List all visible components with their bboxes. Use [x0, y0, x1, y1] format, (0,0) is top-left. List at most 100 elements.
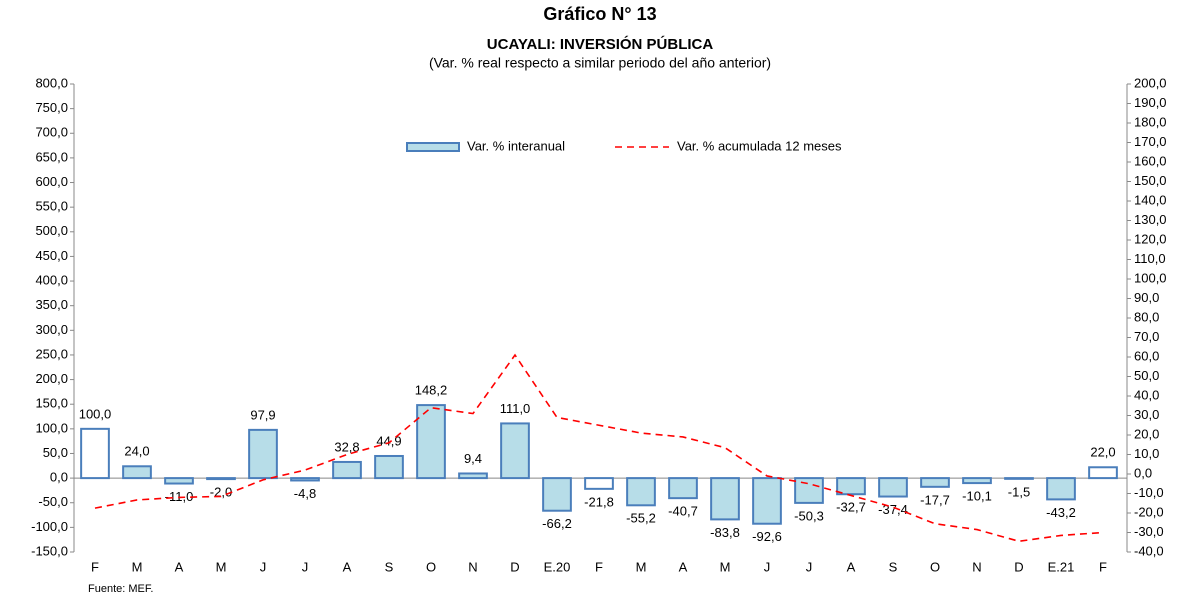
bar — [332, 460, 362, 480]
value-label: -21,8 — [584, 494, 614, 509]
y-tick-label: 600,0 — [35, 174, 68, 189]
x-tick-label: F — [595, 559, 603, 574]
y2-tick-label: 10,0 — [1134, 446, 1159, 461]
value-label: -2,0 — [210, 485, 232, 500]
y2-tick-label: 0,0 — [1134, 465, 1152, 480]
y-tick-label: 400,0 — [35, 272, 68, 287]
x-tick-label: J — [806, 559, 813, 574]
bar — [1088, 466, 1118, 480]
y-tick-label: 50,0 — [43, 445, 68, 460]
y2-tick-label: 120,0 — [1134, 231, 1167, 246]
value-label: 111,0 — [500, 401, 531, 416]
value-label: -10,1 — [962, 489, 992, 504]
y2-tick-label: -10,0 — [1134, 485, 1164, 500]
x-tick-label: M — [636, 559, 647, 574]
y-tick-label: 450,0 — [35, 248, 68, 263]
value-label: -43,2 — [1046, 505, 1076, 520]
x-tick-label: S — [385, 559, 394, 574]
line — [94, 353, 1104, 543]
bar — [542, 477, 572, 512]
x-tick-label: J — [260, 559, 267, 574]
y2-tick-label: 200,0 — [1134, 75, 1167, 90]
y-tick-label: 150,0 — [35, 396, 68, 411]
y2-tick-label: 160,0 — [1134, 153, 1167, 168]
value-label: -17,7 — [920, 492, 950, 507]
bar — [122, 465, 152, 480]
y-tick-label: 750,0 — [35, 100, 68, 115]
bar — [1046, 477, 1076, 501]
bar — [626, 477, 656, 507]
x-tick-label: F — [1099, 559, 1107, 574]
value-label: 32,8 — [334, 439, 359, 454]
value-label: 148,2 — [415, 383, 448, 398]
y-tick-label: 250,0 — [35, 346, 68, 361]
value-label: 100,0 — [79, 406, 112, 421]
x-tick-label: D — [1014, 559, 1023, 574]
value-label: -66,2 — [542, 516, 572, 531]
legend-label: Var. % interanual — [467, 138, 565, 153]
y-tick-label: -150,0 — [31, 543, 68, 558]
value-label: 9,4 — [464, 451, 482, 466]
chart-note: (Var. % real respecto a similar periodo … — [429, 55, 771, 71]
y-tick-label: 700,0 — [35, 125, 68, 140]
bar — [878, 477, 908, 498]
x-tick-label: A — [175, 559, 184, 574]
y2-tick-label: 180,0 — [1134, 114, 1167, 129]
value-label: 24,0 — [124, 444, 149, 459]
legend-label: Var. % acumulada 12 meses — [677, 138, 842, 153]
y-tick-label: 0,0 — [50, 470, 68, 485]
value-label: -50,3 — [794, 508, 824, 523]
source: Fuente: MEF. — [88, 583, 153, 595]
bar — [500, 422, 530, 480]
value-label: -1,5 — [1008, 484, 1030, 499]
x-tick-label: F — [91, 559, 99, 574]
bar — [920, 477, 950, 488]
y2-tick-label: -20,0 — [1134, 504, 1164, 519]
y2-tick-label: -30,0 — [1134, 524, 1164, 539]
x-tick-label: M — [720, 559, 731, 574]
bar — [290, 477, 320, 482]
x-tick-label: O — [426, 559, 436, 574]
x-tick-label: E.21 — [1048, 559, 1075, 574]
legend-swatch — [406, 142, 460, 152]
bar — [962, 477, 992, 485]
value-label: -55,2 — [626, 511, 656, 526]
x-tick-label: A — [679, 559, 688, 574]
bar — [248, 428, 278, 480]
y-tick-label: 350,0 — [35, 297, 68, 312]
chart-title: Gráfico N° 13 — [543, 4, 656, 24]
y-tick-label: 500,0 — [35, 223, 68, 238]
value-label: 97,9 — [250, 407, 275, 422]
y2-tick-label: 60,0 — [1134, 348, 1159, 363]
value-label: -11,0 — [165, 489, 194, 504]
y-tick-label: 550,0 — [35, 199, 68, 214]
value-label: -92,6 — [752, 529, 782, 544]
value-label: -32,7 — [836, 500, 866, 515]
x-tick-label: S — [889, 559, 898, 574]
y2-tick-label: 40,0 — [1134, 387, 1159, 402]
y2-tick-label: 50,0 — [1134, 368, 1159, 383]
y2-tick-label: 70,0 — [1134, 329, 1159, 344]
y2-tick-label: 30,0 — [1134, 407, 1159, 422]
bar — [752, 477, 782, 525]
x-tick-label: A — [847, 559, 856, 574]
y2-tick-label: 190,0 — [1134, 95, 1167, 110]
x-tick-label: M — [132, 559, 143, 574]
y-tick-label: 100,0 — [35, 420, 68, 435]
y2-tick-label: 130,0 — [1134, 212, 1167, 227]
y-tick-label: -50,0 — [38, 494, 68, 509]
bar — [374, 454, 404, 480]
bar — [584, 477, 614, 490]
chart-subtitle: UCAYALI: INVERSIÓN PÚBLICA — [487, 35, 714, 53]
value-label: -83,8 — [710, 525, 740, 540]
bar — [206, 477, 236, 481]
y2-tick-label: 110,0 — [1134, 251, 1166, 266]
y2-tick-label: 20,0 — [1134, 426, 1159, 441]
y-tick-label: 650,0 — [35, 149, 68, 164]
y-tick-label: -100,0 — [31, 519, 68, 534]
bar — [794, 477, 824, 504]
value-label: 22,0 — [1090, 445, 1115, 460]
bar — [458, 472, 488, 480]
y2-tick-label: 140,0 — [1134, 192, 1167, 207]
